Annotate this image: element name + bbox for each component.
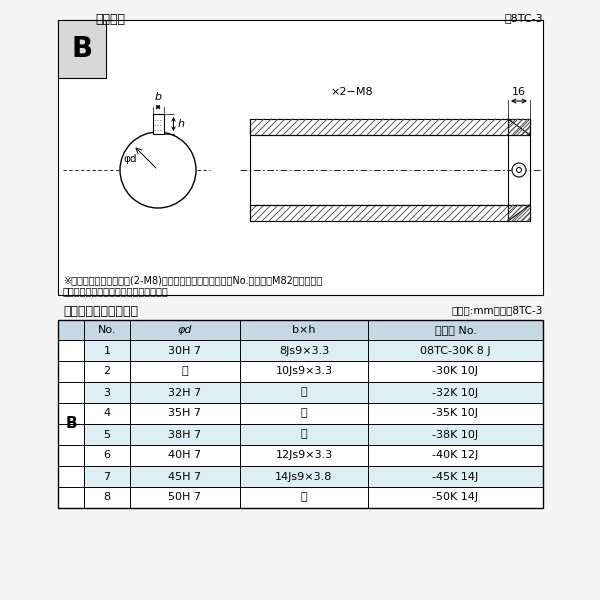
Text: -35K 10J: -35K 10J xyxy=(433,409,479,419)
Text: 12Js9×3.3: 12Js9×3.3 xyxy=(275,451,332,461)
Text: 4: 4 xyxy=(103,409,110,419)
Text: -45K 14J: -45K 14J xyxy=(433,472,479,481)
Text: -32K 10J: -32K 10J xyxy=(433,388,479,397)
Text: 08TC-30K 8 J: 08TC-30K 8 J xyxy=(420,346,491,355)
Text: 50H 7: 50H 7 xyxy=(169,493,202,503)
Text: 5: 5 xyxy=(104,430,110,439)
Text: φd: φd xyxy=(178,325,192,335)
Bar xyxy=(84,340,543,361)
Text: 〃: 〃 xyxy=(301,430,307,439)
Text: 45H 7: 45H 7 xyxy=(169,472,202,481)
Bar xyxy=(152,114,163,134)
Text: （単位:mm）　表8TC-3: （単位:mm） 表8TC-3 xyxy=(452,305,543,315)
Bar xyxy=(84,445,543,466)
Text: -40K 12J: -40K 12J xyxy=(433,451,479,461)
Text: b: b xyxy=(154,92,161,102)
Text: 8Js9×3.3: 8Js9×3.3 xyxy=(279,346,329,355)
Bar xyxy=(84,403,543,424)
Text: 図8TC-3: 図8TC-3 xyxy=(505,13,543,23)
Text: -50K 14J: -50K 14J xyxy=(433,493,479,503)
Bar xyxy=(250,205,530,221)
Circle shape xyxy=(517,167,521,173)
Text: 2: 2 xyxy=(103,367,110,377)
Text: h: h xyxy=(178,119,185,129)
Text: 8: 8 xyxy=(103,493,110,503)
Text: -30K 10J: -30K 10J xyxy=(433,367,479,377)
Bar xyxy=(250,119,530,221)
Bar xyxy=(84,424,543,445)
Text: 〃: 〃 xyxy=(301,409,307,419)
Text: 〃: 〃 xyxy=(301,493,307,503)
Bar xyxy=(84,382,543,403)
Text: 軸穴形状: 軸穴形状 xyxy=(95,13,125,26)
Bar xyxy=(58,20,543,295)
Text: 1: 1 xyxy=(104,346,110,355)
Text: 3: 3 xyxy=(104,388,110,397)
Text: 10Js9×3.3: 10Js9×3.3 xyxy=(275,367,332,377)
Text: ×2−M8: ×2−M8 xyxy=(330,87,373,97)
Text: 6: 6 xyxy=(104,451,110,461)
Bar xyxy=(84,361,543,382)
Text: 35H 7: 35H 7 xyxy=(169,409,202,419)
Bar xyxy=(58,320,543,508)
Bar xyxy=(58,20,106,78)
Text: 38H 7: 38H 7 xyxy=(169,430,202,439)
Text: 30H 7: 30H 7 xyxy=(169,346,202,355)
Circle shape xyxy=(120,132,196,208)
Text: 14Js9×3.8: 14Js9×3.8 xyxy=(275,472,332,481)
Text: b×h: b×h xyxy=(292,325,316,335)
Text: B: B xyxy=(65,416,77,431)
Bar xyxy=(84,466,543,487)
Text: 〃: 〃 xyxy=(182,367,188,377)
Bar xyxy=(250,119,530,135)
Bar xyxy=(84,487,543,508)
Text: B: B xyxy=(71,35,92,63)
Text: ※セットボルト用タップ(2-M8)が必要な場合は右記コードNo.の末尾にM82を付ける。: ※セットボルト用タップ(2-M8)が必要な場合は右記コードNo.の末尾にM82を… xyxy=(63,275,322,285)
Text: No.: No. xyxy=(98,325,116,335)
Bar xyxy=(58,320,543,340)
Text: コード No.: コード No. xyxy=(434,325,476,335)
Text: 7: 7 xyxy=(103,472,110,481)
Text: 軸穴形状コード一覧表: 軸穴形状コード一覧表 xyxy=(63,305,138,318)
Text: 32H 7: 32H 7 xyxy=(169,388,202,397)
Text: φd: φd xyxy=(124,154,137,164)
Text: 〃: 〃 xyxy=(301,388,307,397)
Text: -38K 10J: -38K 10J xyxy=(433,430,479,439)
Text: 16: 16 xyxy=(512,87,526,97)
Text: （セットボルトは付属されています。）: （セットボルトは付属されています。） xyxy=(63,286,169,296)
Circle shape xyxy=(512,163,526,177)
Bar xyxy=(58,320,543,508)
Text: 40H 7: 40H 7 xyxy=(169,451,202,461)
